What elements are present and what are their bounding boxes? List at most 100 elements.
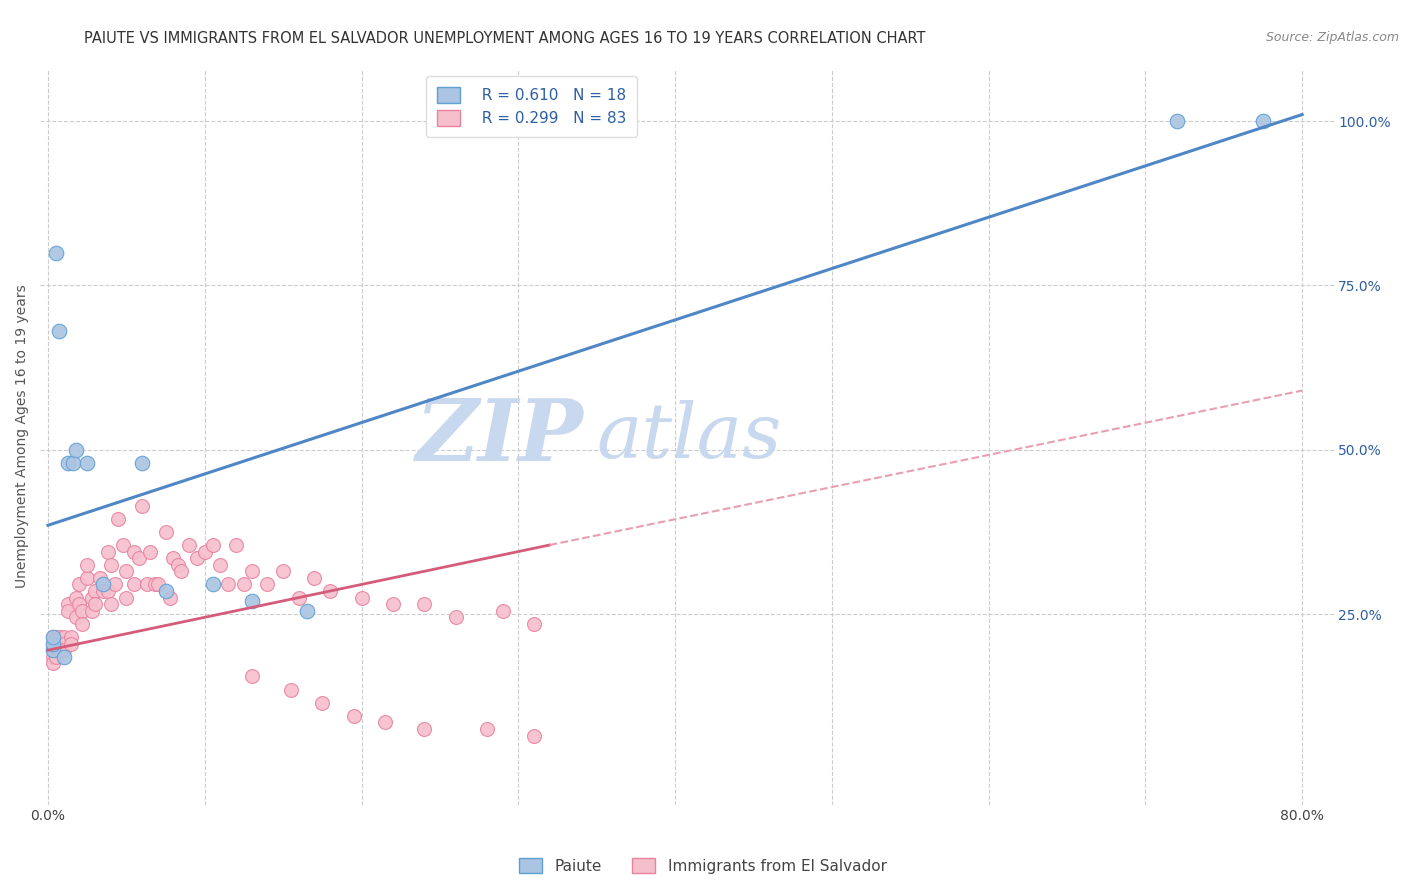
Point <box>304 571 326 585</box>
Point <box>475 722 498 736</box>
Point <box>288 591 311 605</box>
Point <box>41 643 63 657</box>
Point <box>122 544 145 558</box>
Text: ZIP: ZIP <box>415 395 583 478</box>
Point <box>45 637 67 651</box>
Point <box>159 591 181 605</box>
Point <box>115 591 138 605</box>
Point <box>67 597 90 611</box>
Point <box>194 544 217 558</box>
Point <box>52 637 75 651</box>
Point <box>280 682 302 697</box>
Point <box>76 571 98 585</box>
Point <box>80 604 103 618</box>
Point <box>413 722 436 736</box>
Y-axis label: Unemployment Among Ages 16 to 19 years: Unemployment Among Ages 16 to 19 years <box>15 285 30 589</box>
Point <box>60 630 83 644</box>
Point <box>65 591 87 605</box>
Point <box>146 577 169 591</box>
Point <box>62 456 84 470</box>
Point <box>217 577 239 591</box>
Point <box>41 657 63 671</box>
Point <box>155 524 177 539</box>
Point <box>444 610 467 624</box>
Point <box>128 551 150 566</box>
Point <box>45 649 67 664</box>
Point <box>45 643 67 657</box>
Point <box>91 584 114 599</box>
Point <box>162 551 184 566</box>
Text: atlas: atlas <box>596 400 782 474</box>
Point <box>122 577 145 591</box>
Point <box>143 577 166 591</box>
Point <box>167 558 190 572</box>
Point <box>131 499 153 513</box>
Point <box>52 643 75 657</box>
Point <box>65 442 87 457</box>
Point <box>491 604 513 618</box>
Point <box>41 630 63 644</box>
Point <box>186 551 208 566</box>
Point <box>58 604 80 618</box>
Point <box>60 637 83 651</box>
Point <box>350 591 373 605</box>
Point <box>201 538 224 552</box>
Point <box>177 538 200 552</box>
Point <box>271 564 294 578</box>
Point <box>201 577 224 591</box>
Legend:   R = 0.610   N = 18,   R = 0.299   N = 83: R = 0.610 N = 18, R = 0.299 N = 83 <box>426 76 637 137</box>
Point <box>1166 114 1188 128</box>
Point <box>84 597 107 611</box>
Point <box>58 597 80 611</box>
Point <box>135 577 157 591</box>
Text: Source: ZipAtlas.com: Source: ZipAtlas.com <box>1265 31 1399 45</box>
Point <box>523 616 546 631</box>
Legend: Paiute, Immigrants from El Salvador: Paiute, Immigrants from El Salvador <box>513 852 893 880</box>
Point <box>232 577 254 591</box>
Point <box>209 558 232 572</box>
Point <box>107 512 129 526</box>
Point <box>139 544 162 558</box>
Point <box>65 610 87 624</box>
Point <box>240 594 263 608</box>
Point <box>240 669 263 683</box>
Point <box>523 729 546 743</box>
Point <box>48 630 70 644</box>
Point <box>295 604 318 618</box>
Point <box>52 630 75 644</box>
Point <box>413 597 436 611</box>
Point <box>311 696 333 710</box>
Point <box>72 604 94 618</box>
Point <box>76 558 98 572</box>
Point <box>45 245 67 260</box>
Point <box>41 637 63 651</box>
Point <box>67 577 90 591</box>
Point <box>381 597 404 611</box>
Point <box>48 643 70 657</box>
Point <box>319 584 342 599</box>
Point <box>84 584 107 599</box>
Point <box>96 584 118 599</box>
Point <box>155 584 177 599</box>
Point <box>91 577 114 591</box>
Point <box>52 649 75 664</box>
Point <box>225 538 247 552</box>
Point <box>41 649 63 664</box>
Point <box>343 709 366 723</box>
Point <box>112 538 135 552</box>
Point <box>76 456 98 470</box>
Point <box>72 616 94 631</box>
Point <box>89 571 111 585</box>
Point <box>45 630 67 644</box>
Text: PAIUTE VS IMMIGRANTS FROM EL SALVADOR UNEMPLOYMENT AMONG AGES 16 TO 19 YEARS COR: PAIUTE VS IMMIGRANTS FROM EL SALVADOR UN… <box>84 31 927 46</box>
Point <box>48 637 70 651</box>
Point <box>41 630 63 644</box>
Point <box>41 637 63 651</box>
Point <box>48 325 70 339</box>
Point <box>80 591 103 605</box>
Point <box>115 564 138 578</box>
Point <box>131 456 153 470</box>
Point <box>374 715 396 730</box>
Point <box>100 597 122 611</box>
Point <box>41 643 63 657</box>
